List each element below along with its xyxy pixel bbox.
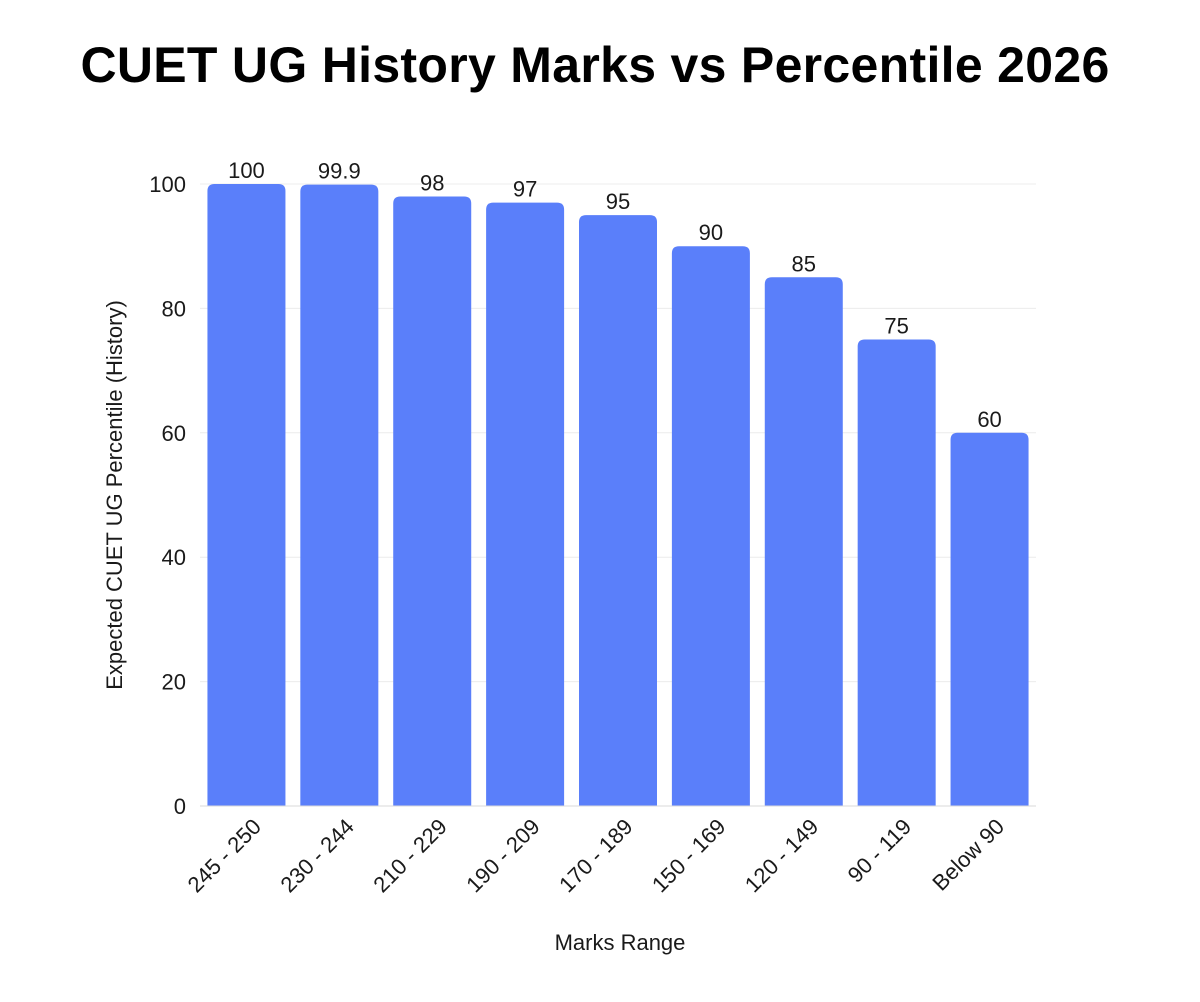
bar	[300, 184, 379, 806]
data-label: 75	[884, 314, 908, 339]
x-tick-label: 170 - 189	[554, 814, 637, 897]
bar	[857, 339, 936, 806]
bar	[764, 277, 843, 806]
bar	[393, 196, 472, 806]
chart-title: CUET UG History Marks vs Percentile 2026	[80, 37, 1110, 93]
bar	[950, 432, 1029, 806]
bar	[207, 184, 286, 806]
x-axis-ticks: 245 - 250 230 - 244 210 - 229 190 - 209 170 …	[183, 814, 1010, 897]
bar	[671, 246, 750, 806]
x-axis-title: Marks Range	[555, 930, 686, 955]
x-tick-label: 120 - 149	[740, 814, 823, 897]
x-tick-label: 150 - 169	[647, 814, 730, 897]
data-label: 97	[513, 177, 537, 202]
y-tick-label: 100	[149, 172, 186, 197]
x-tick-label: 230 - 244	[275, 814, 358, 897]
data-label: 90	[699, 220, 723, 245]
data-label: 60	[977, 407, 1001, 432]
data-label: 95	[606, 189, 630, 214]
bar	[579, 215, 657, 807]
x-tick-label: 190 - 209	[461, 814, 544, 897]
x-tick-label: 210 - 229	[368, 814, 451, 897]
bar	[486, 202, 565, 806]
y-axis-ticks: 0 20 40 60 80 100	[149, 172, 186, 819]
data-label: 85	[792, 251, 816, 276]
y-axis-title: Expected CUET UG Percentile (History)	[102, 300, 127, 690]
data-labels: 100 99.9 98 97 95 90 85 75 60	[228, 158, 1002, 432]
y-tick-label: 80	[162, 296, 186, 321]
y-tick-label: 40	[162, 545, 186, 570]
data-label: 98	[420, 170, 444, 195]
data-label: 99.9	[318, 159, 361, 184]
y-tick-label: 60	[162, 421, 186, 446]
y-tick-label: 0	[174, 794, 186, 819]
x-tick-label: Below 90	[927, 814, 1009, 896]
bars	[207, 184, 1029, 807]
x-tick-label: 245 - 250	[183, 814, 266, 897]
y-tick-label: 20	[162, 670, 186, 695]
data-label: 100	[228, 158, 265, 183]
x-tick-label: 90 - 119	[843, 814, 917, 888]
